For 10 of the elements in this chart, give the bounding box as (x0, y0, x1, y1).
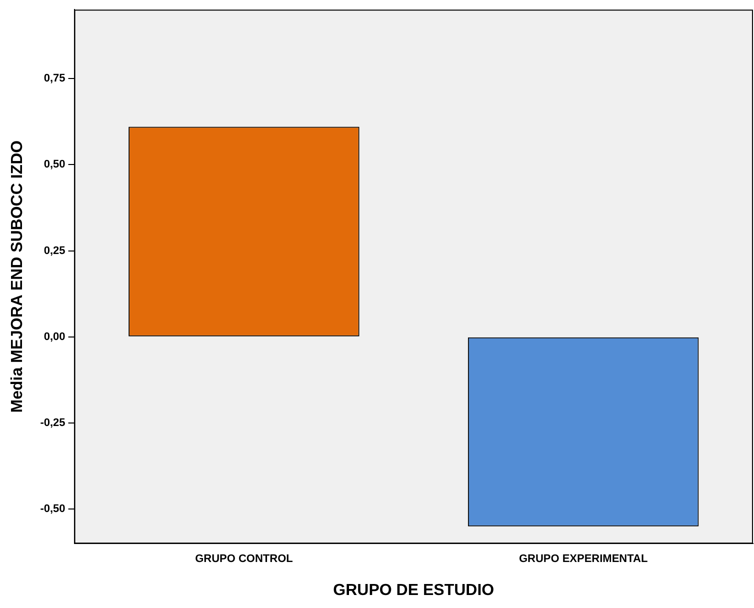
y-tick-label: 0,00 (44, 330, 66, 343)
x-axis-title: GRUPO DE ESTUDIO (333, 582, 494, 599)
y-tick-label: 0,50 (44, 158, 66, 171)
y-tick-label: 0,25 (44, 244, 66, 257)
y-tick-label: 0,75 (44, 72, 66, 85)
x-tick-label: GRUPO CONTROL (195, 553, 294, 566)
x-tick-label: GRUPO EXPERIMENTAL (518, 553, 648, 566)
y-tick-label: -0,50 (40, 503, 66, 516)
y-axis-title: Media MEJORA END SUBOCC IZDO (9, 140, 26, 413)
y-tick-label: -0,25 (40, 417, 66, 430)
